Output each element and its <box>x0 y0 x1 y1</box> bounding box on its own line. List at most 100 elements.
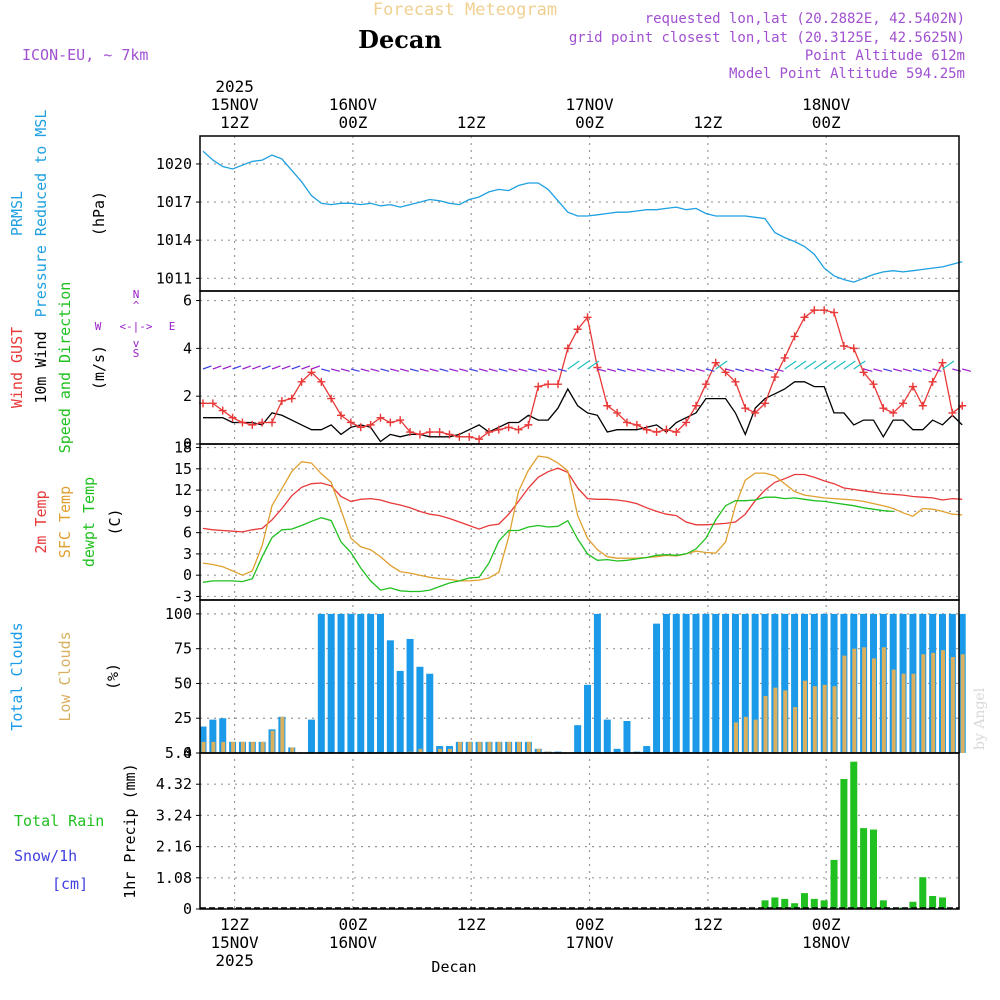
low-cloud-bar <box>842 655 847 753</box>
gust-marker <box>376 413 385 422</box>
temp-ytick-label: 9 <box>183 502 192 520</box>
temperature-series <box>202 455 963 593</box>
total-cloud-bar <box>357 613 365 753</box>
low-cloud-bar <box>832 686 837 753</box>
model-name: ICON-EU, ~ 7km <box>22 46 148 64</box>
gust-marker <box>277 396 286 405</box>
gust-marker <box>622 418 631 427</box>
precip-unit: 1hr Precip (mm) <box>121 763 139 898</box>
gust-marker <box>751 408 760 417</box>
total-cloud-bar <box>426 673 434 753</box>
rain-bar <box>929 896 937 909</box>
total-cloud-bar <box>692 613 700 753</box>
pressure-series <box>202 150 963 283</box>
wind-direction-arrow <box>636 368 646 372</box>
clouds-ytick-label: 25 <box>174 709 192 727</box>
wind-direction-arrow <box>311 365 321 370</box>
low-cloud-bar <box>270 730 275 753</box>
temp-label: SFC Temp <box>56 486 74 558</box>
gust-marker <box>741 404 750 413</box>
gust-marker <box>810 306 819 315</box>
low-cloud-bar <box>260 741 265 753</box>
gust-marker <box>504 423 513 432</box>
low-cloud-bar <box>802 680 807 753</box>
low-cloud-bar <box>536 748 541 753</box>
compass-arrows: <-|-> <box>119 320 152 333</box>
wind-direction-arrow <box>607 368 617 372</box>
wind-ytick-label: 4 <box>183 339 192 357</box>
total-cloud-bar <box>367 613 375 753</box>
model-altitude: Model Point Altitude 594.25m <box>729 66 965 82</box>
gust-marker <box>484 428 493 437</box>
gust-marker <box>553 380 562 389</box>
low-cloud-bar <box>773 687 778 753</box>
compass-e: E <box>169 320 176 333</box>
wind-direction-arrow <box>557 368 567 372</box>
wind-direction-arrow <box>755 368 765 372</box>
gust-marker <box>593 363 602 372</box>
total-cloud-bar <box>653 623 661 753</box>
temp-ytick-label: 0 <box>183 566 192 584</box>
low-cloud-bar <box>477 741 482 753</box>
rain-bar <box>860 828 868 909</box>
low-cloud-bar <box>901 673 906 753</box>
low-cloud-bar <box>941 650 945 753</box>
top-time-label: 12Z <box>220 113 249 132</box>
low-cloud-bar <box>201 741 206 753</box>
wind-direction-arrow <box>419 368 429 372</box>
wind-direction-arrow <box>409 368 419 372</box>
wind-direction-arrow <box>291 365 301 370</box>
low-cloud-bar <box>950 657 955 753</box>
precip-panel-labels: Total Rain Snow/1h [cm] 1hr Precip (mm) <box>14 763 139 898</box>
wind-ytick-label: 2 <box>183 387 192 405</box>
gust-marker <box>475 435 484 444</box>
total-cloud-bar <box>396 670 404 753</box>
wind-direction-arrow <box>528 368 538 372</box>
wind-direction-arrow <box>666 368 676 372</box>
total-cloud-bar <box>584 684 592 753</box>
dewpt-line <box>202 496 894 593</box>
gust-marker <box>948 408 957 417</box>
precip-label-rain: Total Rain <box>14 812 104 830</box>
low-cloud-bar <box>763 695 768 753</box>
gust-marker <box>406 428 415 437</box>
low-cloud-bar <box>753 719 758 753</box>
total-cloud-bar <box>613 748 621 753</box>
gust-marker <box>889 408 898 417</box>
gust-marker <box>869 380 878 389</box>
total-cloud-bar <box>682 613 690 753</box>
wind-direction-arrow <box>547 368 557 372</box>
y-axis-ticks: 102010171014101164201815129630-310075502… <box>156 155 200 918</box>
rain-bar <box>761 900 769 909</box>
precip-label-cm: [cm] <box>52 875 88 893</box>
gust-marker <box>583 313 592 322</box>
precip-ytick-label: 3.24 <box>156 806 192 824</box>
low-cloud-bar <box>448 748 452 753</box>
low-cloud-bar <box>457 741 462 753</box>
low-cloud-bar <box>240 741 245 753</box>
wind-direction-arrow <box>597 368 607 372</box>
gust-marker <box>701 380 710 389</box>
gust-marker <box>918 401 927 410</box>
gust-marker <box>218 406 227 415</box>
temp-panel-labels: 2m Temp SFC Temp dewpt Temp (C) <box>32 477 124 567</box>
total-cloud-bar <box>209 719 217 753</box>
gust-marker <box>642 425 651 434</box>
wind-direction-arrow <box>587 360 600 370</box>
wind-direction-arrow <box>321 368 331 372</box>
compass-arrow-down: v <box>133 337 140 350</box>
wind-direction-arrow <box>656 368 666 372</box>
low-cloud-bar <box>891 669 896 753</box>
pressure-ytick-label: 1014 <box>156 231 192 249</box>
temp-label: dewpt Temp <box>80 477 98 567</box>
wind-direction-arrow <box>883 368 893 372</box>
temp-unit: (C) <box>106 508 124 535</box>
pressure-ytick-label: 1020 <box>156 155 192 173</box>
watermark: by Angel <box>972 687 988 750</box>
wind-direction-arrow <box>912 368 922 372</box>
low-cloud-bar <box>517 741 522 753</box>
wind-direction-arrow <box>685 368 695 372</box>
gust-marker <box>711 358 720 367</box>
wind-direction-arrow <box>390 368 400 372</box>
